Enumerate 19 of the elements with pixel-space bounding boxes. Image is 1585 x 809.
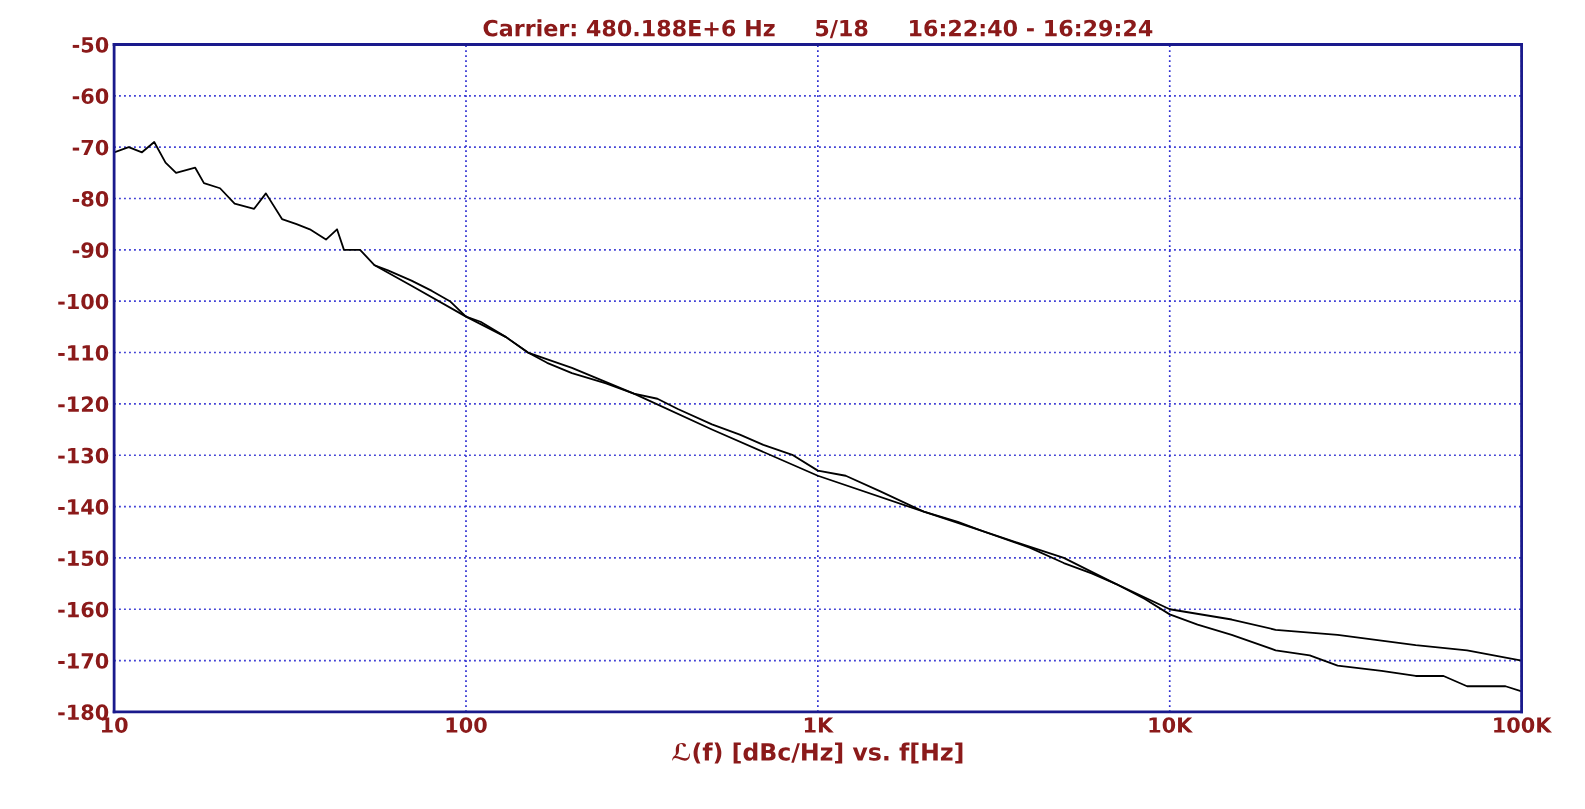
- x-axis-title: ℒ(f) [dBc/Hz] vs. f[Hz]: [672, 742, 963, 764]
- y-tick-label: -100: [58, 293, 109, 310]
- chart-title: Carrier: 480.188E+6 Hz 5/18 16:22:40 - 16:29:24: [483, 19, 1153, 39]
- y-tick-label: -150: [58, 550, 109, 567]
- x-tick-label: 10K: [1149, 717, 1193, 733]
- y-tick-label: -130: [58, 447, 109, 464]
- y-tick-label: -60: [72, 88, 109, 105]
- y-tick-label: -70: [72, 139, 109, 156]
- y-tick-label: -170: [58, 653, 109, 669]
- x-tick-label: 1K: [804, 717, 834, 733]
- y-tick-label: -80: [72, 190, 109, 207]
- y-tick-label: -120: [58, 396, 109, 413]
- x-tick-label: 100K: [1494, 717, 1553, 733]
- x-tick-label: 100: [446, 717, 487, 733]
- y-tick-label: -140: [58, 499, 109, 515]
- y-tick-label: -160: [58, 601, 109, 618]
- y-tick-label: -50: [72, 36, 109, 53]
- y-tick-label: -110: [58, 344, 109, 361]
- y-tick-label: -90: [72, 242, 109, 259]
